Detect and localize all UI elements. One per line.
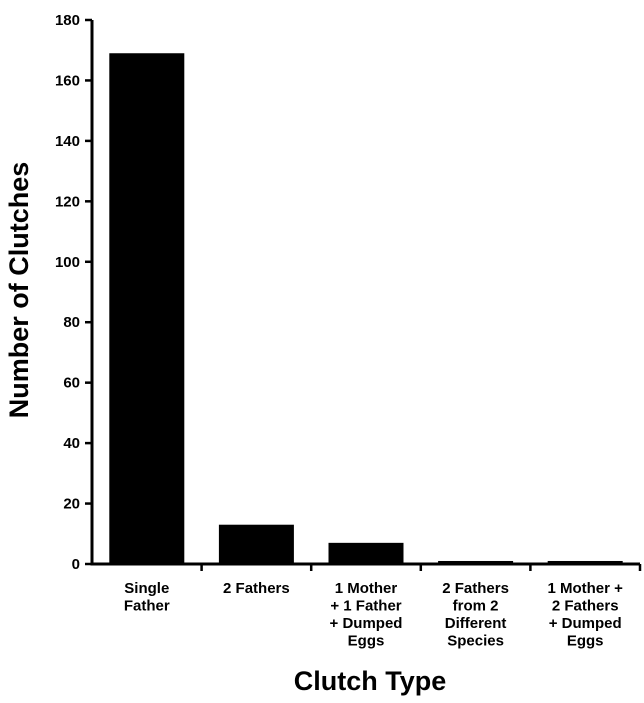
y-tick-label: 0: [72, 556, 80, 573]
category-label-line: Single: [124, 580, 169, 597]
y-tick-label: 160: [55, 72, 80, 89]
category-label-line: Eggs: [567, 633, 604, 650]
category-label-line: Species: [447, 633, 504, 650]
category-label-line: 2 Fathers: [223, 580, 290, 597]
category-label-1: Single Father: [124, 580, 170, 615]
category-label-4: 2 Fathers from 2 Different Species: [442, 580, 509, 650]
y-tick-label: 20: [63, 496, 80, 513]
category-label-2: 2 Fathers: [223, 580, 290, 597]
category-label-5: 1 Mother +2 Fathers + Dumped Eggs: [547, 580, 623, 650]
category-label-3: 1 Mother + 1 Father + Dumped Eggs: [330, 580, 403, 650]
bar-4: [438, 560, 514, 564]
bar-3: [328, 542, 404, 564]
y-tick-label: 60: [63, 375, 80, 392]
y-tick-label: 180: [55, 12, 80, 29]
x-axis-title: Clutch Type: [294, 666, 447, 696]
bar-2: [218, 524, 294, 564]
y-tick-label: 40: [63, 435, 80, 452]
y-tick-label: 120: [55, 193, 80, 210]
category-label-line: 1 Mother: [335, 580, 398, 597]
category-label-line: Different: [445, 615, 507, 632]
category-label-line: 2 Fathers: [552, 598, 619, 615]
y-tick-label: 140: [55, 133, 80, 150]
y-tick-label: 100: [55, 254, 80, 271]
category-label-line: 2 Fathers: [442, 580, 509, 597]
category-label-line: + Dumped: [549, 615, 622, 632]
bar-1: [109, 53, 185, 564]
category-label-line: from 2: [453, 598, 499, 615]
y-axis-title: Number of Clutches: [4, 162, 34, 419]
category-label-line: Father: [124, 598, 170, 615]
labels-layer: 0 20 40 60 80 100 120 140 160 180 Single Father 2 Fa…: [55, 12, 623, 650]
category-label-line: + 1 Father: [330, 598, 401, 615]
category-label-line: + Dumped: [330, 615, 403, 632]
category-label-line: 1 Mother +: [547, 580, 623, 597]
y-tick-label: 80: [63, 314, 80, 331]
category-label-line: Eggs: [348, 633, 385, 650]
axes-layer: [85, 18, 642, 571]
bars-layer: [109, 53, 623, 564]
bar-5: [547, 560, 623, 564]
